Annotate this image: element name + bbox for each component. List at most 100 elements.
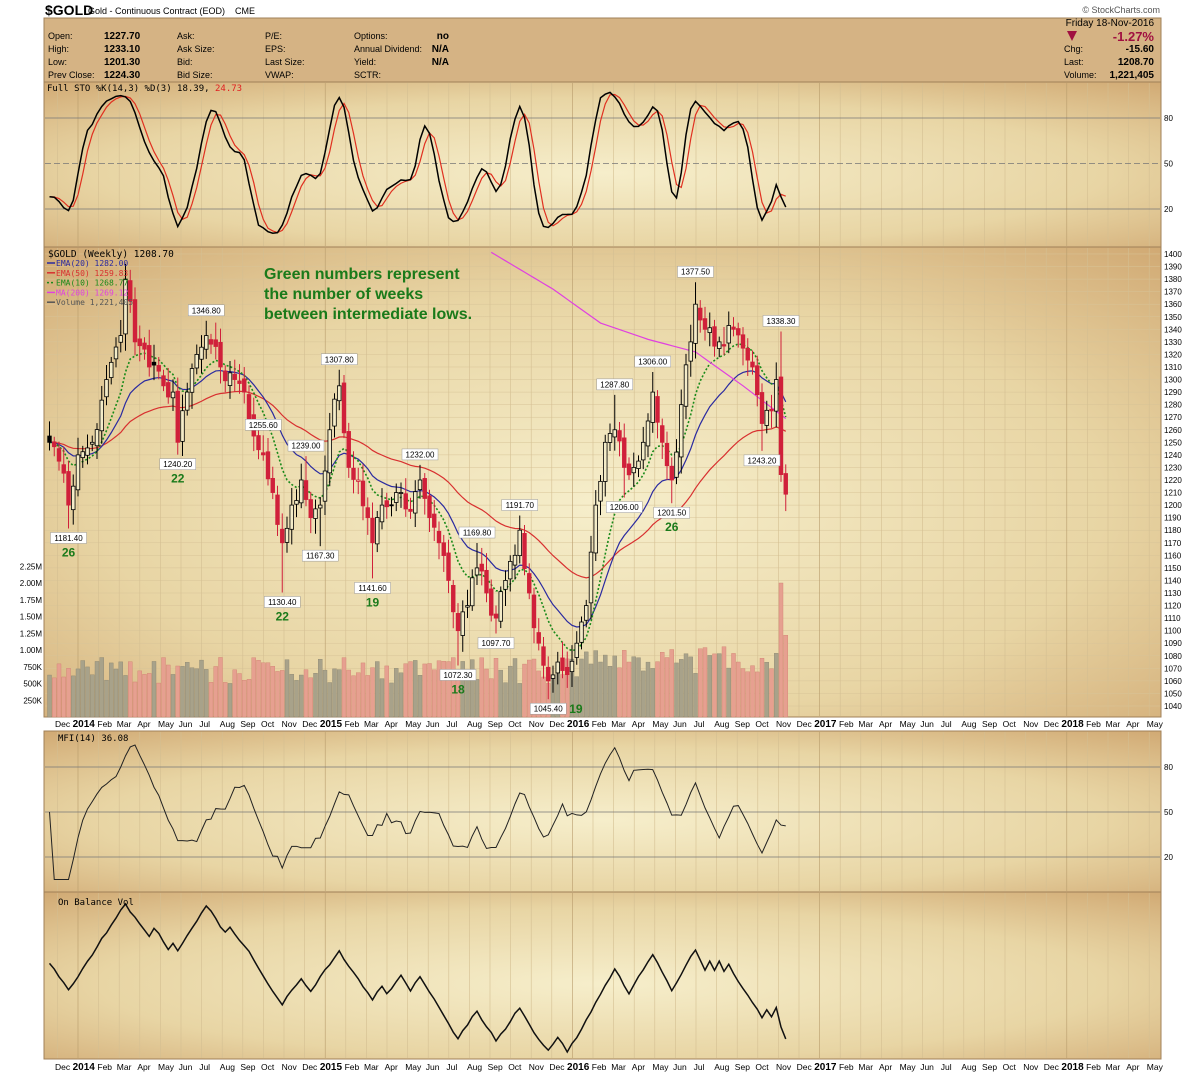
candle-body bbox=[389, 504, 394, 507]
time-tick: Nov bbox=[1023, 1062, 1039, 1072]
quote-date: Friday 18-Nov-2016 bbox=[1066, 18, 1155, 29]
price-label-box bbox=[401, 448, 439, 461]
candle-body bbox=[52, 441, 57, 448]
time-tick: May bbox=[405, 719, 422, 729]
time-tick: Dec bbox=[797, 719, 813, 729]
candle-body bbox=[227, 372, 233, 386]
candle-body bbox=[356, 479, 361, 482]
mfi-tick: 50 bbox=[1164, 808, 1173, 817]
time-tick: May bbox=[1147, 1062, 1164, 1072]
volume-bar bbox=[607, 666, 613, 718]
volume-bar bbox=[517, 683, 522, 718]
candle-body bbox=[161, 375, 166, 387]
time-tick: Apr bbox=[632, 719, 645, 729]
volume-bar bbox=[90, 674, 95, 718]
field-label: Volume: bbox=[1064, 70, 1097, 80]
time-tick: Oct bbox=[261, 719, 275, 729]
volume-bar bbox=[755, 671, 760, 718]
down-arrow-icon bbox=[1067, 31, 1077, 41]
volume-bar bbox=[584, 651, 589, 718]
candle-body bbox=[280, 528, 285, 544]
annotation-note: Green numbers represent the number of we… bbox=[264, 266, 472, 323]
field-label: High: bbox=[48, 44, 69, 54]
price-label: 1201.50 bbox=[657, 509, 686, 518]
volume-bar bbox=[508, 665, 513, 718]
volume-tick: 1.25M bbox=[20, 629, 43, 638]
candlesticks bbox=[47, 264, 788, 700]
volume-bar bbox=[579, 658, 584, 718]
volume-bar bbox=[94, 661, 100, 718]
price-label: 1255.60 bbox=[249, 421, 278, 430]
candle-body bbox=[664, 443, 670, 467]
candle-body bbox=[479, 563, 484, 572]
volume-bar bbox=[175, 665, 180, 718]
candle-body bbox=[137, 338, 142, 347]
candle-body bbox=[726, 325, 731, 344]
volume-bar bbox=[612, 655, 617, 718]
candle-body bbox=[394, 492, 399, 503]
price-label-box bbox=[477, 637, 515, 649]
candle-body bbox=[109, 361, 114, 378]
candle-body bbox=[579, 621, 584, 643]
candle-body bbox=[218, 341, 223, 368]
price-tick: 1240 bbox=[1164, 451, 1182, 460]
time-tick: Nov bbox=[282, 719, 298, 729]
candle-body bbox=[721, 344, 727, 347]
candle-body bbox=[151, 361, 157, 366]
volume-bar bbox=[294, 680, 299, 718]
price-tick: 1320 bbox=[1164, 350, 1182, 359]
field-value: N/A bbox=[432, 57, 449, 68]
candle-body bbox=[598, 480, 603, 502]
volume-tick: 2.25M bbox=[20, 562, 43, 571]
price-label: 1045.40 bbox=[534, 705, 563, 714]
volume-bar bbox=[132, 681, 138, 718]
time-tick: Mar bbox=[117, 719, 132, 729]
time-tick: Nov bbox=[529, 1062, 545, 1072]
candle-body bbox=[626, 463, 632, 476]
time-tick: May bbox=[900, 1062, 917, 1072]
volume-bar bbox=[346, 669, 351, 718]
price-tick: 1300 bbox=[1164, 376, 1182, 385]
price-label-box bbox=[606, 501, 643, 513]
time-tick: Aug bbox=[714, 1062, 729, 1072]
field-label: Bid: bbox=[177, 57, 193, 67]
candle-body bbox=[85, 447, 90, 456]
candle-body bbox=[303, 480, 309, 500]
candle-body bbox=[603, 441, 608, 482]
time-tick: 2018 bbox=[1061, 719, 1084, 730]
time-tick: Mar bbox=[364, 719, 379, 729]
time-tick: Oct bbox=[261, 1062, 275, 1072]
volume-bar bbox=[783, 635, 788, 718]
time-tick: 2015 bbox=[320, 719, 343, 730]
ema10-line bbox=[49, 343, 787, 652]
time-tick: Sep bbox=[240, 719, 255, 729]
time-tick: Dec bbox=[549, 719, 565, 729]
volume-bar bbox=[370, 667, 375, 718]
candle-body bbox=[308, 499, 313, 519]
price-label-box bbox=[762, 315, 800, 327]
volume-bar bbox=[265, 662, 271, 718]
candle-body bbox=[275, 494, 280, 525]
quote-header bbox=[43, 17, 1162, 83]
price-label-box bbox=[677, 265, 714, 278]
volume-bar bbox=[66, 668, 71, 718]
volume-bar bbox=[774, 653, 779, 718]
field-value: N/A bbox=[432, 44, 449, 55]
candle-body bbox=[702, 318, 708, 330]
candle-body bbox=[379, 504, 385, 523]
price-tick: 1270 bbox=[1164, 413, 1182, 422]
note-line-1: Green numbers represent bbox=[264, 266, 460, 283]
volume-bar bbox=[603, 654, 608, 718]
candle-body bbox=[185, 391, 190, 411]
volume-bar bbox=[702, 647, 708, 718]
time-tick: Aug bbox=[961, 1062, 976, 1072]
indicator-lines bbox=[48, 91, 787, 1054]
volume-bar bbox=[213, 666, 218, 718]
candle-body bbox=[465, 605, 470, 608]
candle-body bbox=[237, 380, 242, 384]
time-tick: May bbox=[158, 1062, 175, 1072]
volume-bar bbox=[379, 678, 385, 718]
volume-bar bbox=[156, 682, 161, 718]
volume-bar bbox=[731, 653, 736, 718]
